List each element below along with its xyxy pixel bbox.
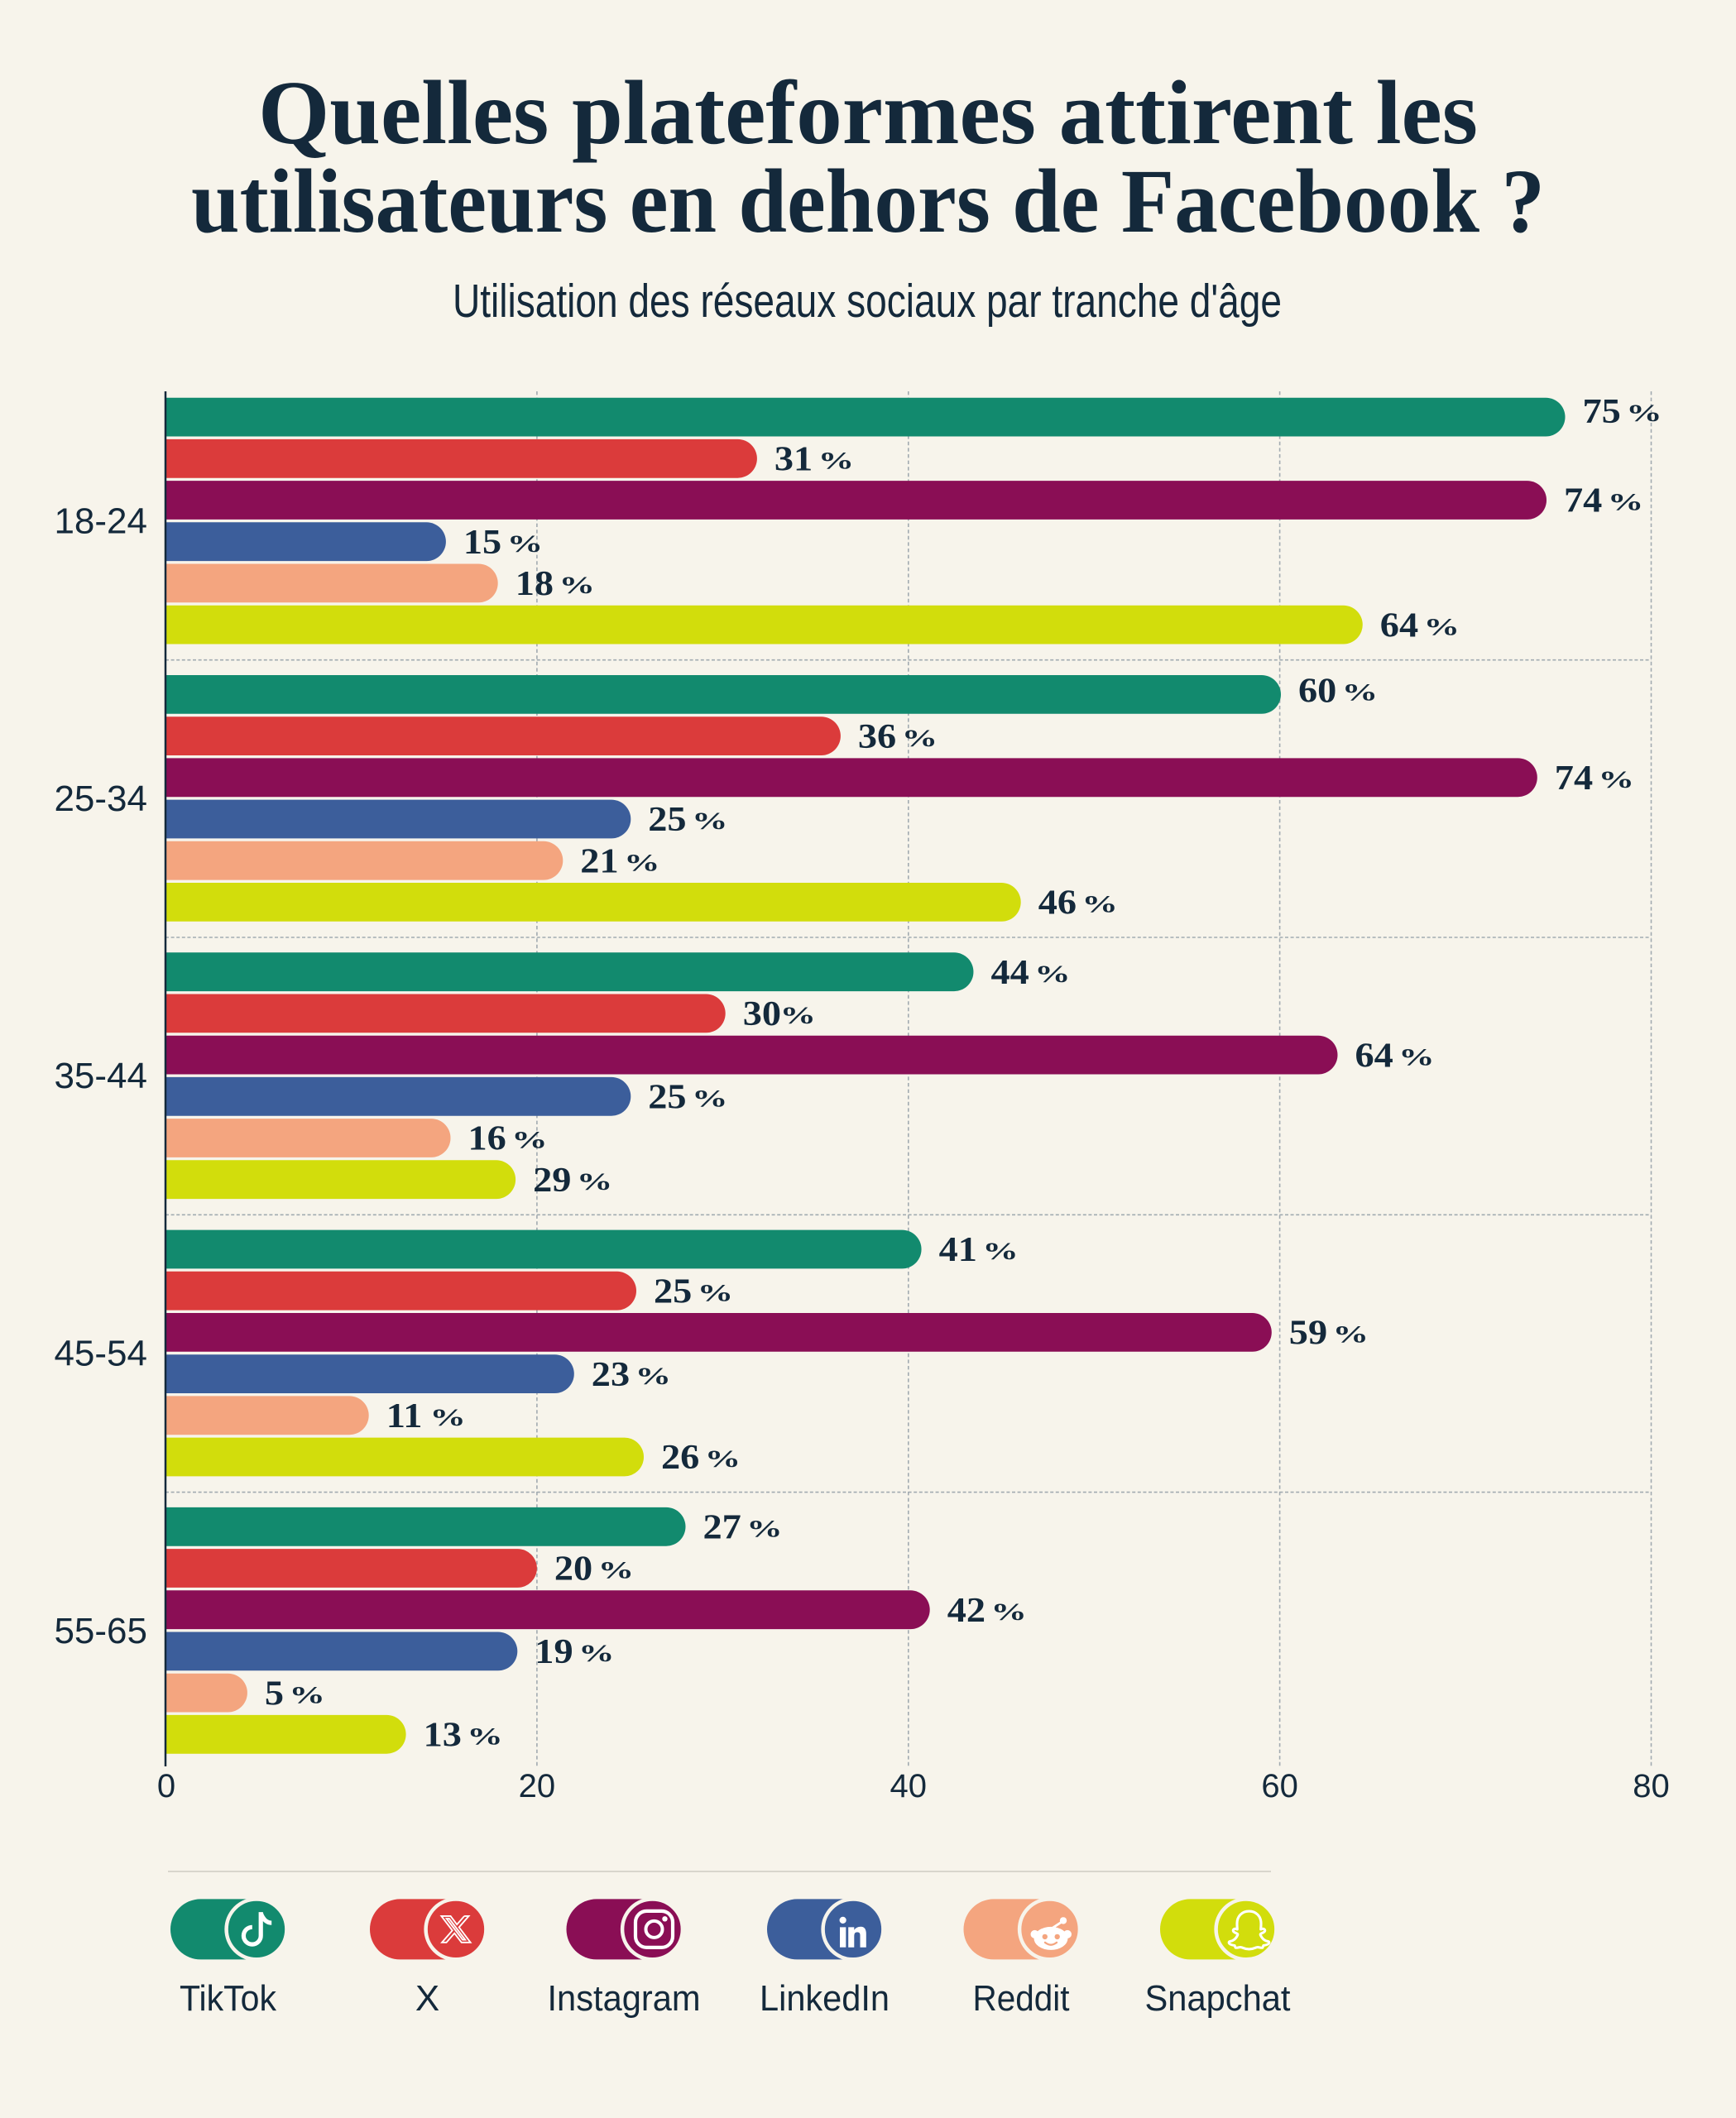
svg-text:%: % [705, 1446, 741, 1473]
svg-text:31: 31 [774, 438, 813, 478]
svg-text:36: 36 [858, 716, 896, 756]
svg-text:%: % [467, 1723, 502, 1751]
svg-text:%: % [818, 448, 854, 475]
svg-text:%: % [692, 808, 727, 836]
svg-text:60: 60 [1261, 1768, 1298, 1804]
svg-text:74: 74 [1555, 758, 1593, 798]
svg-text:60: 60 [1298, 670, 1336, 710]
svg-text:25-34: 25-34 [54, 779, 147, 819]
svg-text:18-24: 18-24 [54, 501, 147, 542]
svg-text:%: % [1599, 766, 1634, 793]
svg-text:64: 64 [1355, 1035, 1393, 1075]
svg-text:%: % [1034, 961, 1070, 988]
svg-text:%: % [578, 1640, 614, 1667]
svg-text:41: 41 [939, 1229, 977, 1269]
svg-text:74: 74 [1564, 480, 1602, 520]
svg-text:%: % [1342, 679, 1378, 707]
svg-text:64: 64 [1380, 605, 1418, 645]
svg-text:11: 11 [386, 1396, 423, 1435]
svg-text:X: X [415, 1978, 439, 2019]
svg-text:%: % [1626, 400, 1662, 427]
svg-text:%: % [982, 1239, 1018, 1266]
svg-text:75: 75 [1583, 391, 1621, 431]
svg-text:5: 5 [265, 1673, 284, 1713]
svg-text:%: % [598, 1557, 634, 1584]
svg-text:utilisateurs en dehors de Face: utilisateurs en dehors de Facebook ? [191, 151, 1545, 252]
svg-text:%: % [746, 1516, 782, 1543]
svg-text:40: 40 [890, 1768, 928, 1804]
svg-text:Snapchat: Snapchat [1145, 1978, 1291, 2019]
svg-text:%: % [692, 1085, 727, 1113]
svg-text:Reddit: Reddit [973, 1978, 1070, 2019]
svg-text:25: 25 [648, 799, 686, 839]
svg-text:35-44: 35-44 [54, 1056, 147, 1096]
svg-text:19: 19 [535, 1632, 573, 1671]
svg-text:44: 44 [991, 952, 1029, 992]
svg-text:27: 27 [703, 1507, 741, 1546]
svg-text:%: % [1424, 614, 1460, 641]
svg-text:30: 30 [743, 994, 781, 1033]
svg-text:25: 25 [654, 1271, 692, 1311]
svg-text:16: 16 [468, 1118, 506, 1157]
svg-text:%: % [577, 1168, 612, 1196]
svg-text:20: 20 [519, 1768, 556, 1804]
svg-text:%: % [624, 850, 659, 877]
svg-text:Quelles plateformes attirent l: Quelles plateformes attirent les [258, 62, 1478, 163]
svg-text:21: 21 [580, 841, 618, 880]
svg-text:25: 25 [648, 1076, 686, 1116]
svg-text:59: 59 [1289, 1312, 1327, 1352]
svg-text:%: % [507, 530, 543, 558]
svg-text:26: 26 [661, 1437, 699, 1477]
svg-text:%: % [698, 1280, 733, 1307]
svg-text:%: % [1082, 891, 1118, 918]
svg-text:%: % [430, 1404, 466, 1431]
svg-text:LinkedIn: LinkedIn [760, 1978, 890, 2019]
svg-text:13: 13 [424, 1714, 462, 1754]
svg-text:15: 15 [463, 522, 501, 562]
svg-text:23: 23 [592, 1354, 630, 1394]
svg-text:80: 80 [1633, 1768, 1670, 1804]
svg-text:TikTok: TikTok [180, 1978, 277, 2019]
svg-text:%: % [511, 1127, 547, 1154]
svg-text:%: % [780, 1002, 816, 1029]
svg-text:46: 46 [1038, 882, 1077, 922]
svg-text:%: % [991, 1598, 1027, 1626]
svg-text:42: 42 [947, 1590, 985, 1630]
svg-text:%: % [635, 1363, 671, 1390]
svg-text:29: 29 [533, 1160, 571, 1200]
svg-text:Utilisation des réseaux sociau: Utilisation des réseaux sociaux par tran… [453, 275, 1282, 328]
svg-text:%: % [1398, 1044, 1434, 1071]
svg-text:Instagram: Instagram [548, 1978, 701, 2019]
svg-text:%: % [1333, 1321, 1369, 1349]
svg-text:45-54: 45-54 [54, 1334, 147, 1374]
svg-text:%: % [902, 725, 938, 752]
svg-text:%: % [290, 1682, 325, 1709]
svg-text:20: 20 [554, 1548, 592, 1588]
svg-text:18: 18 [516, 563, 554, 603]
svg-text:%: % [1608, 489, 1643, 516]
svg-text:55-65: 55-65 [54, 1611, 147, 1651]
svg-text:0: 0 [157, 1768, 175, 1804]
svg-text:%: % [559, 572, 595, 599]
